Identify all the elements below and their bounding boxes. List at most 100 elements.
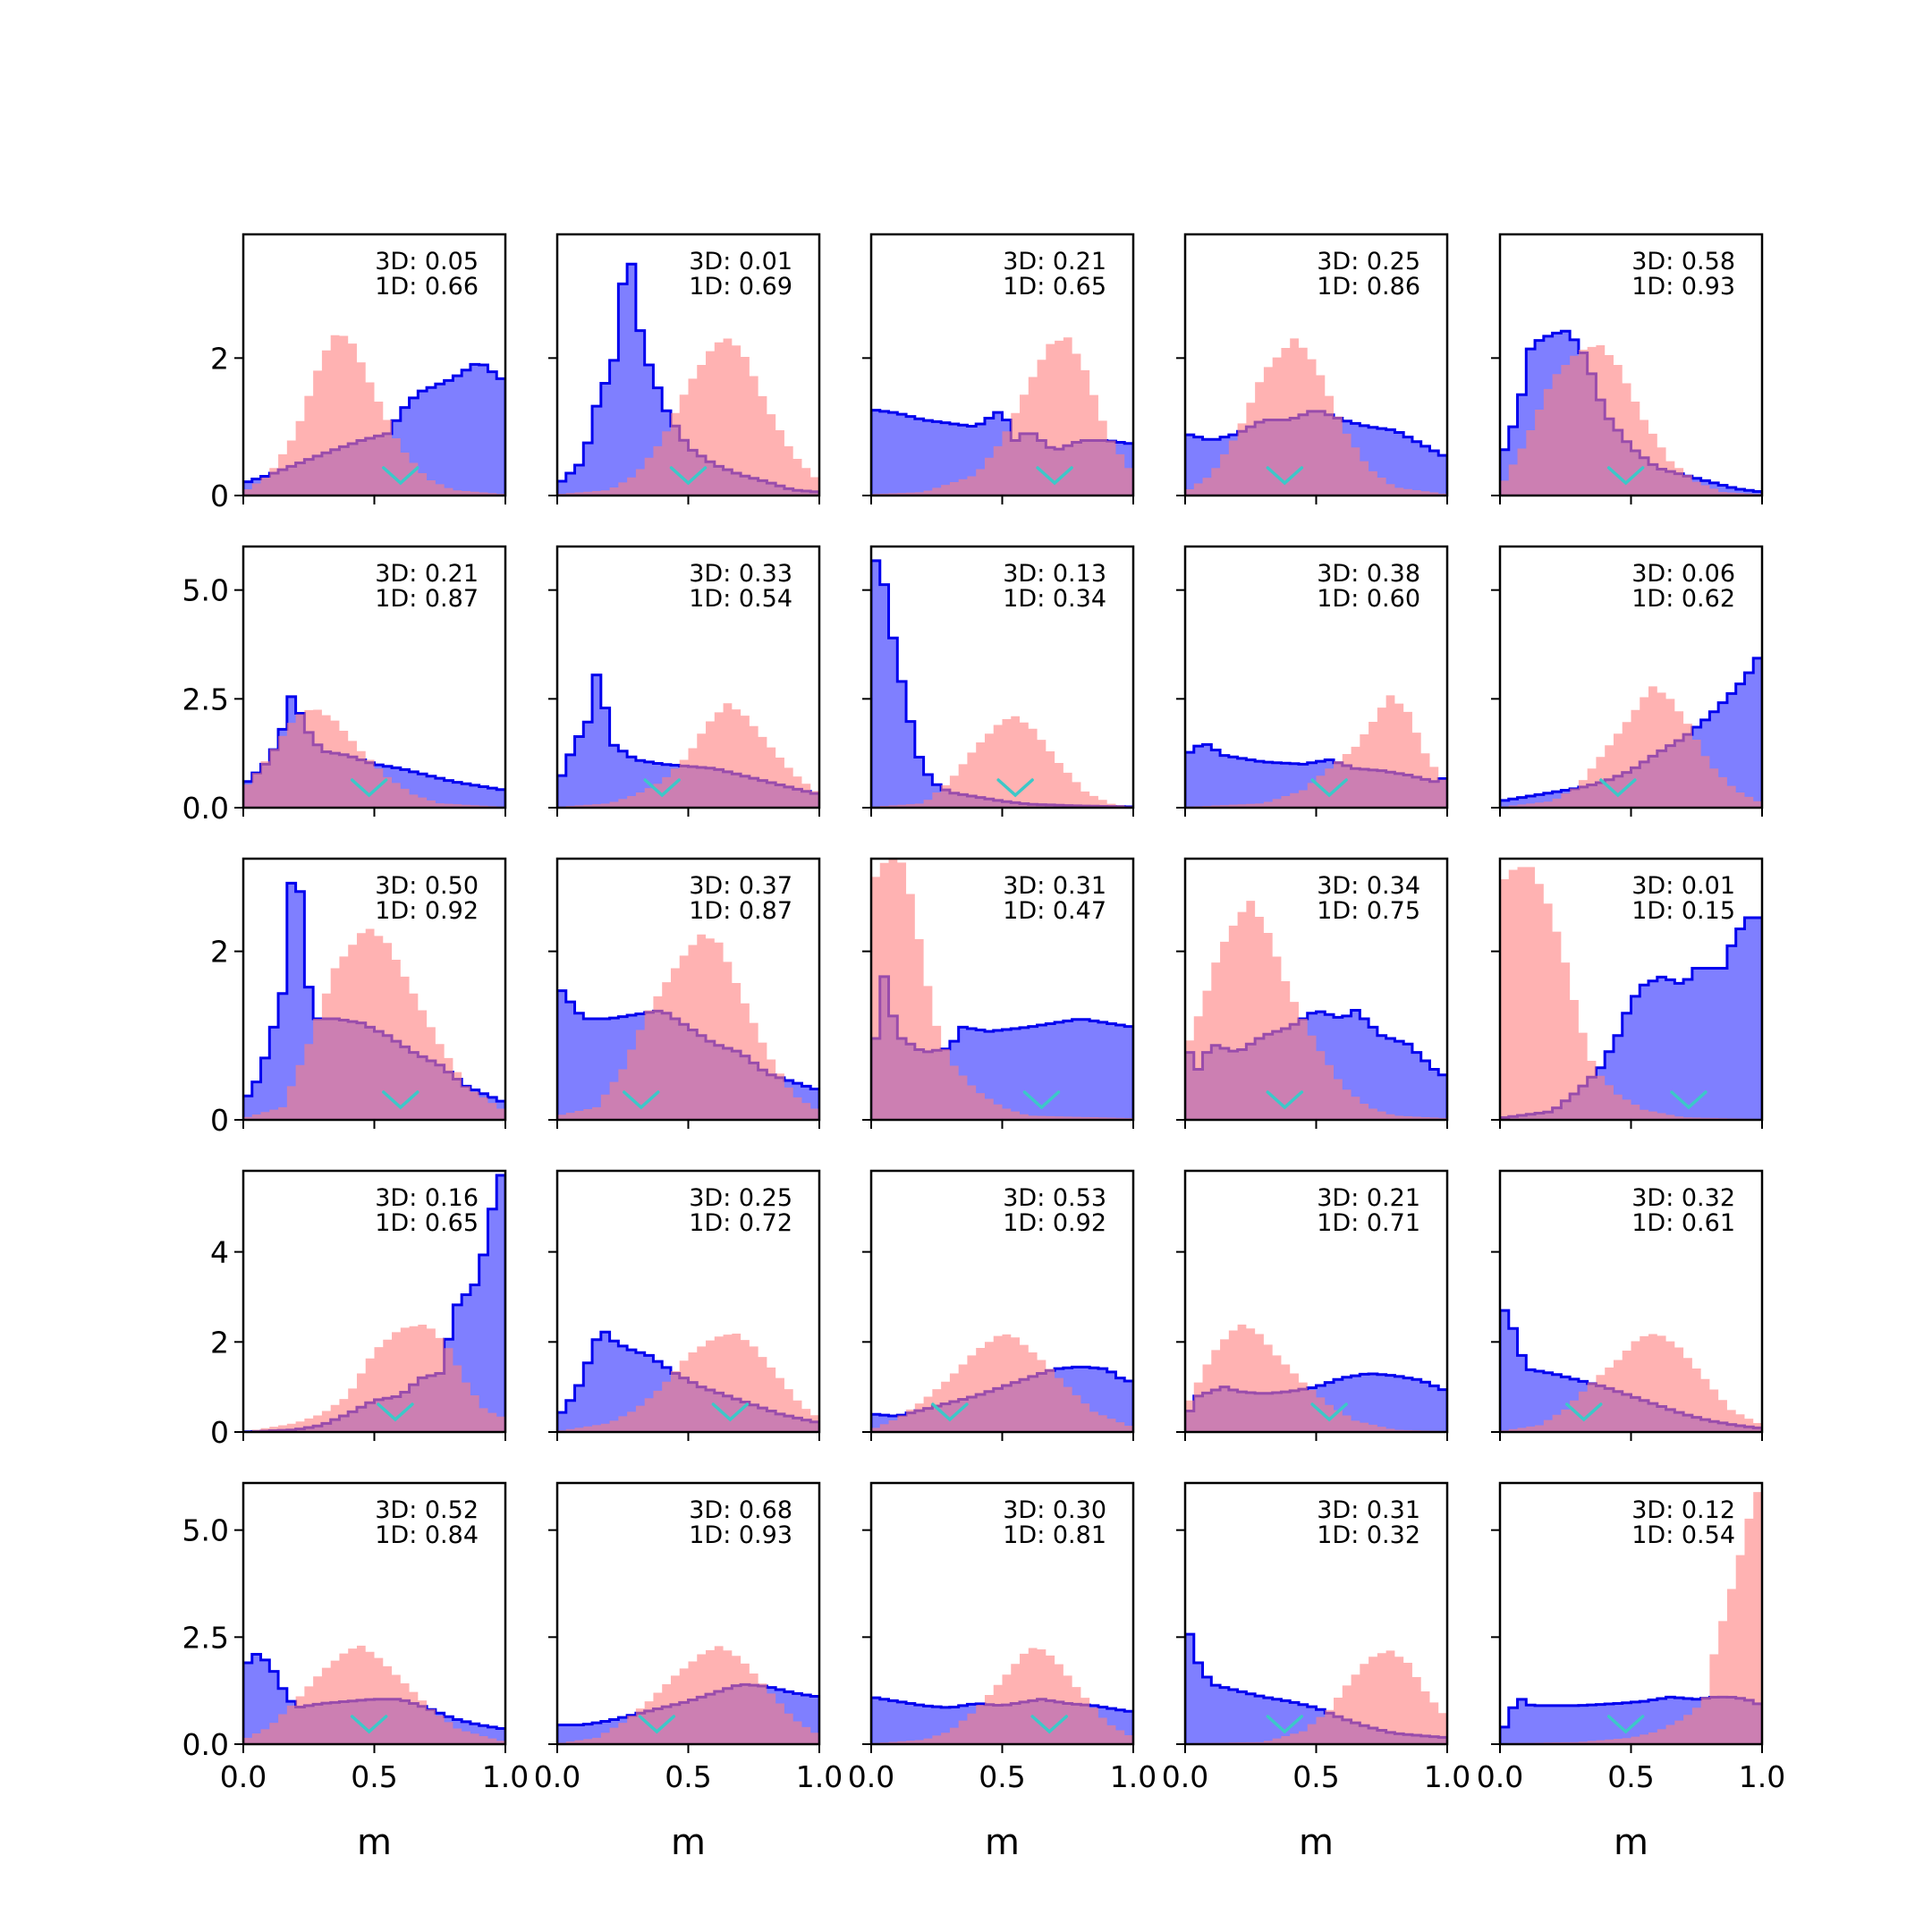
red-histogram: [1500, 1492, 1762, 1744]
annotation-1d: 1D: 0.47: [1003, 897, 1106, 925]
annotation-3d: 3D: 0.21: [1317, 1184, 1420, 1212]
x-tick-label: 0.0: [1162, 1759, 1208, 1794]
annotation-3d: 3D: 0.37: [689, 872, 792, 900]
x-tick-label: 0.5: [979, 1759, 1025, 1794]
annotation-1d: 1D: 0.32: [1317, 1521, 1420, 1549]
plot-area: [243, 1645, 505, 1744]
annotation-1d: 1D: 0.65: [375, 1209, 479, 1237]
red-histogram: [243, 335, 505, 496]
annotation-1d: 1D: 0.81: [1003, 1521, 1106, 1549]
estimate-marker: [350, 778, 388, 798]
estimate-marker: [711, 1402, 750, 1422]
annotation-3d: 3D: 0.58: [1631, 248, 1735, 275]
annotation-3d: 3D: 0.31: [1003, 872, 1106, 900]
annotation-3d: 3D: 0.34: [1317, 872, 1420, 900]
x-tick-label: 0.5: [1607, 1759, 1654, 1794]
annotation-3d: 3D: 0.38: [1317, 560, 1420, 588]
red-histogram: [1500, 345, 1762, 496]
x-tick-label: 1.0: [1739, 1759, 1785, 1794]
estimate-marker: [1310, 1402, 1348, 1422]
blue-histogram-fill: [557, 264, 819, 496]
blue-histogram-fill: [871, 560, 1133, 808]
red-histogram: [1185, 1324, 1447, 1432]
annotation-3d: 3D: 0.25: [1317, 248, 1420, 275]
plot-area: [1500, 1309, 1762, 1432]
annotation-1d: 1D: 0.86: [1317, 273, 1420, 301]
plot-area: [1185, 338, 1447, 496]
y-tick-label: 4: [210, 1235, 229, 1270]
x-tick-label: 1.0: [1424, 1759, 1470, 1794]
red-histogram: [1185, 1650, 1447, 1744]
plot-area: [243, 695, 505, 808]
plot-area: [557, 1330, 819, 1432]
estimate-marker: [377, 1402, 414, 1422]
x-tick-label: 1.0: [482, 1759, 529, 1794]
blue-histogram-fill: [1500, 1310, 1762, 1432]
y-tick-label: 2: [210, 935, 229, 970]
annotation-3d: 3D: 0.68: [689, 1496, 792, 1524]
annotation-3d: 3D: 0.53: [1003, 1184, 1106, 1212]
annotation-1d: 1D: 0.87: [689, 897, 792, 925]
annotation-3d: 3D: 0.50: [375, 872, 479, 900]
x-tick-label: 0.0: [1477, 1759, 1523, 1794]
estimate-marker: [638, 1715, 676, 1734]
plot-area: [1500, 329, 1762, 496]
x-axis-label: m: [357, 1822, 392, 1863]
red-histogram: [1185, 338, 1447, 496]
blue-histogram-fill: [557, 674, 819, 808]
annotation-1d: 1D: 0.69: [689, 273, 792, 301]
x-axis-label: m: [671, 1822, 706, 1863]
annotation-1d: 1D: 0.34: [1003, 585, 1106, 613]
annotation-3d: 3D: 0.13: [1003, 560, 1106, 588]
plot-area: [1500, 1492, 1762, 1744]
plot-area: [1500, 867, 1762, 1120]
annotation-3d: 3D: 0.06: [1631, 560, 1735, 588]
estimate-marker: [996, 778, 1034, 798]
estimate-marker: [1030, 1715, 1068, 1734]
estimate-marker: [1565, 1402, 1603, 1422]
y-tick-label: 2.5: [182, 1620, 229, 1655]
estimate-marker: [1670, 1090, 1707, 1110]
annotation-1d: 1D: 0.15: [1631, 897, 1735, 925]
y-tick-label: 0: [210, 1103, 229, 1138]
annotation-3d: 3D: 0.30: [1003, 1496, 1106, 1524]
red-histogram: [871, 1648, 1133, 1744]
y-tick-label: 0: [210, 1415, 229, 1450]
y-tick-label: 2.5: [182, 682, 229, 716]
annotation-3d: 3D: 0.33: [689, 560, 792, 588]
annotation-3d: 3D: 0.52: [375, 1496, 479, 1524]
annotation-3d: 3D: 0.12: [1631, 1496, 1735, 1524]
y-tick-label: 5.0: [182, 1513, 229, 1548]
red-histogram: [871, 716, 1133, 808]
annotation-3d: 3D: 0.21: [1003, 248, 1106, 275]
estimate-marker: [1022, 1090, 1061, 1110]
annotation-1d: 1D: 0.71: [1317, 1209, 1420, 1237]
x-tick-label: 0.0: [534, 1759, 580, 1794]
estimate-marker: [643, 778, 681, 798]
annotation-3d: 3D: 0.05: [375, 248, 479, 275]
red-histogram: [1185, 901, 1447, 1120]
y-tick-label: 2: [210, 1325, 229, 1360]
annotation-1d: 1D: 0.92: [1003, 1209, 1106, 1237]
x-axis-label: m: [985, 1822, 1020, 1863]
plot-area: [871, 559, 1133, 808]
